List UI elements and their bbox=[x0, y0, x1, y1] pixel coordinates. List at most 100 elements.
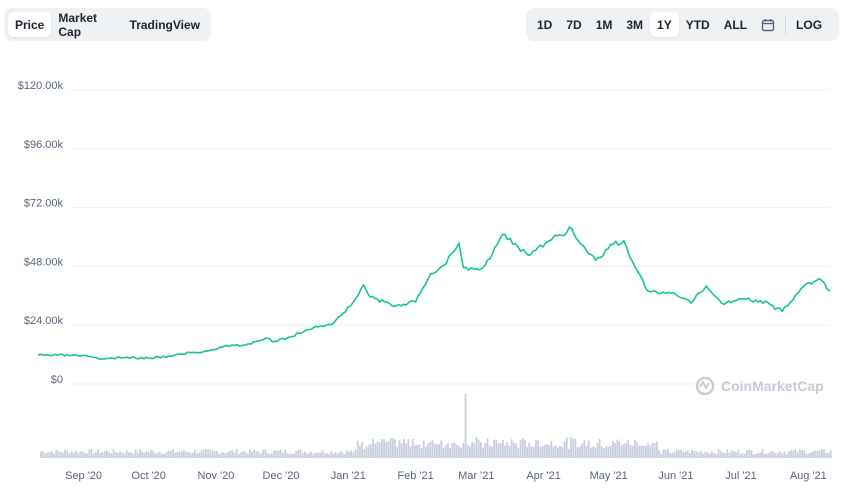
volume-bar bbox=[297, 449, 300, 458]
volume-bar bbox=[596, 442, 599, 458]
volume-bar bbox=[361, 441, 363, 458]
volume-bar bbox=[427, 443, 429, 458]
volume-bar bbox=[515, 443, 517, 458]
volume-bar bbox=[471, 441, 473, 458]
volume-bar bbox=[491, 446, 493, 458]
volume-bar bbox=[44, 453, 47, 458]
tab-market-cap[interactable]: Market Cap bbox=[58, 10, 98, 39]
range-1m-button[interactable]: 1M bbox=[595, 17, 613, 32]
volume-bar bbox=[460, 447, 462, 458]
volume-bar bbox=[376, 441, 379, 458]
volume-bar bbox=[81, 451, 84, 458]
volume-bar bbox=[372, 439, 374, 458]
volume-bar bbox=[715, 453, 718, 458]
volume-bar bbox=[389, 437, 392, 458]
volume-bar bbox=[605, 446, 608, 458]
volume-bar bbox=[345, 450, 348, 458]
volume-bar bbox=[521, 437, 524, 458]
volume-bar bbox=[636, 442, 638, 458]
volume-bar bbox=[119, 451, 121, 458]
volume-bar bbox=[253, 449, 256, 458]
price-line bbox=[37, 226, 831, 360]
volume-bar bbox=[579, 446, 581, 458]
volume-bar bbox=[689, 453, 691, 458]
volume-bar bbox=[121, 452, 124, 458]
volume-bar bbox=[385, 441, 388, 458]
volume-bar bbox=[315, 452, 317, 458]
volume-bar bbox=[827, 453, 830, 458]
volume-bar bbox=[299, 449, 302, 458]
volume-bar bbox=[216, 451, 218, 458]
volume-bar bbox=[86, 453, 88, 458]
volume-bar bbox=[141, 451, 143, 458]
volume-bar bbox=[51, 451, 53, 458]
volume-bar bbox=[70, 451, 73, 458]
range-1y-button[interactable]: 1Y bbox=[650, 12, 679, 37]
volume-bar bbox=[152, 450, 154, 458]
range-all-button[interactable]: ALL bbox=[723, 17, 748, 32]
volume-bar bbox=[750, 450, 753, 458]
volume-bar bbox=[64, 450, 66, 458]
volume-bar bbox=[803, 450, 806, 458]
volume-bar bbox=[244, 451, 247, 458]
tab-tradingview[interactable]: TradingView bbox=[129, 17, 200, 32]
volume-bar bbox=[810, 452, 812, 458]
volume-bar bbox=[671, 452, 674, 458]
volume-bar bbox=[451, 443, 454, 458]
volume-bar bbox=[183, 449, 185, 458]
volume-bar bbox=[480, 442, 482, 458]
volume-bar bbox=[581, 443, 583, 458]
volume-bar bbox=[185, 451, 187, 458]
range-ytd-button[interactable]: YTD bbox=[685, 17, 710, 32]
volume-bar bbox=[46, 452, 49, 458]
volume-bar bbox=[631, 445, 634, 458]
volume-bar bbox=[143, 452, 146, 458]
volume-bar bbox=[662, 449, 665, 458]
volume-bar bbox=[653, 442, 656, 458]
volume-bar bbox=[229, 450, 231, 458]
volume-bar bbox=[202, 449, 205, 458]
volume-bar bbox=[447, 443, 449, 458]
volume-bar bbox=[825, 452, 828, 458]
range-7d-button[interactable]: 7D bbox=[566, 17, 582, 32]
volume-bar bbox=[334, 451, 337, 458]
volume-bar bbox=[464, 394, 467, 458]
volume-bar bbox=[469, 446, 471, 458]
volume-bar bbox=[77, 453, 80, 458]
volume-bar bbox=[779, 451, 781, 458]
volume-bar bbox=[422, 440, 425, 458]
volume-bar bbox=[627, 439, 630, 458]
volume-bar bbox=[420, 448, 423, 458]
volume-bar bbox=[590, 447, 592, 458]
volume-bar bbox=[766, 453, 768, 458]
volume-bar bbox=[794, 449, 797, 458]
volume-bar bbox=[697, 452, 700, 458]
volume-bar bbox=[559, 446, 561, 458]
y-tick-label: $96.00k bbox=[24, 139, 64, 151]
volume-bar bbox=[233, 452, 236, 458]
volume-bar bbox=[510, 439, 513, 458]
volume-bar bbox=[306, 453, 308, 458]
calendar-button[interactable] bbox=[754, 12, 782, 37]
log-scale-button[interactable]: LOG bbox=[796, 17, 823, 32]
volume-bar bbox=[352, 452, 355, 458]
volume-bar bbox=[251, 451, 253, 458]
volume-bar bbox=[337, 453, 339, 458]
volume-bar bbox=[675, 449, 678, 458]
volume-bar bbox=[433, 443, 436, 458]
volume-bar bbox=[442, 448, 445, 458]
volume-bar bbox=[95, 451, 97, 458]
volume-bar bbox=[356, 440, 359, 458]
range-1d-button[interactable]: 1D bbox=[537, 17, 553, 32]
volume-bar bbox=[477, 439, 480, 458]
volume-bar bbox=[354, 449, 357, 458]
volume-bar bbox=[68, 453, 71, 458]
volume-bar bbox=[609, 445, 612, 458]
volume-bar bbox=[741, 453, 744, 458]
volume-bar bbox=[763, 453, 766, 458]
range-3m-button[interactable]: 3M bbox=[626, 17, 644, 32]
volume-bar bbox=[554, 445, 557, 458]
volume-bar bbox=[651, 442, 654, 458]
volume-bar bbox=[57, 451, 60, 458]
tab-price[interactable]: Price bbox=[8, 12, 52, 37]
